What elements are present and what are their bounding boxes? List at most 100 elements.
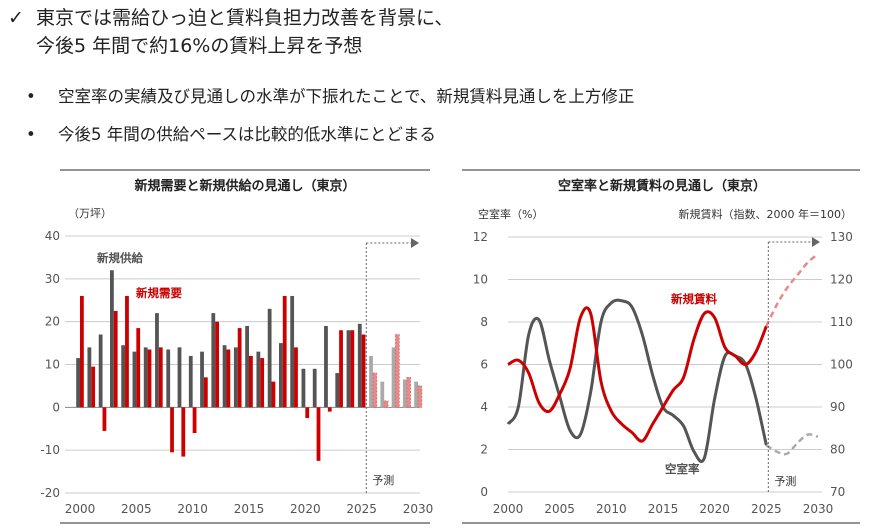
demand-bar bbox=[260, 358, 265, 408]
demand-bar bbox=[91, 366, 96, 408]
bullet-item: • 今後5 年間の供給ペースは比較的低水準にとどまる bbox=[26, 121, 436, 145]
demand-bar bbox=[170, 407, 174, 453]
y-left-tick-label: 6 bbox=[480, 358, 488, 372]
y-tick-label: -20 bbox=[40, 486, 60, 500]
x-tick-label: 2010 bbox=[596, 502, 627, 516]
x-tick-label: 2010 bbox=[177, 502, 208, 516]
x-tick-label: 2030 bbox=[803, 502, 834, 516]
demand-bar bbox=[113, 310, 118, 408]
demand-bar bbox=[249, 355, 253, 408]
y-right-tick-label: 100 bbox=[830, 358, 853, 372]
supply-bar bbox=[346, 330, 351, 408]
y-tick-label: -10 bbox=[40, 443, 60, 457]
supply-bar bbox=[402, 379, 407, 408]
bullet-dot-icon: • bbox=[26, 87, 36, 106]
y-left-tick-label: 2 bbox=[480, 443, 488, 457]
supply-bar bbox=[290, 295, 295, 408]
y-right-tick-label: 120 bbox=[830, 273, 853, 287]
demand-bar bbox=[372, 372, 378, 408]
supply-bar bbox=[312, 368, 317, 408]
supply-bar bbox=[335, 373, 340, 408]
demand-bar bbox=[417, 385, 423, 408]
x-tick-label: 2000 bbox=[493, 502, 524, 516]
forecast-label: 予測 bbox=[372, 473, 394, 487]
supply-bar bbox=[132, 351, 137, 408]
chart-title: 新規需要と新規供給の見通し（東京） bbox=[134, 178, 355, 194]
y-axis-label: （万坪） bbox=[68, 207, 112, 220]
supply-bar bbox=[267, 308, 272, 408]
demand-bar bbox=[395, 334, 400, 408]
y-right-tick-label: 130 bbox=[830, 230, 853, 244]
y-tick-label: 40 bbox=[45, 229, 60, 243]
y-tick-label: 10 bbox=[45, 358, 60, 372]
supply-bar bbox=[143, 347, 148, 408]
x-tick-label: 2025 bbox=[751, 502, 782, 516]
demand-bar bbox=[350, 330, 355, 408]
supply-bar bbox=[324, 325, 328, 408]
y-right-tick-label: 110 bbox=[830, 315, 853, 329]
rent-index-line bbox=[507, 306, 768, 443]
headline: ✓ 東京では需給ひっ迫と賃料負担力改善を背景に、 今後5 年間で約16%の賃料上昇… bbox=[8, 4, 453, 60]
y-right-tick-label: 70 bbox=[830, 485, 845, 499]
y-left-axis-label: 空室率（%） bbox=[478, 207, 543, 221]
y-left-tick-label: 0 bbox=[480, 485, 488, 499]
supply-annotation: 新規供給 bbox=[97, 251, 143, 265]
x-tick-label: 2020 bbox=[290, 502, 321, 516]
y-right-axis-label: 新規賃料（指数、2000 年＝100） bbox=[679, 207, 853, 221]
supply-bar bbox=[380, 381, 385, 408]
x-tick-label: 2015 bbox=[648, 502, 679, 516]
demand-bar bbox=[316, 407, 321, 461]
demand-bar bbox=[282, 295, 287, 408]
bullet-text: 空室率の実績及び見通しの水準が下振れたことで、新規賃料見通しを上方修正 bbox=[58, 87, 635, 106]
x-tick-label: 2020 bbox=[699, 502, 730, 516]
demand-bar bbox=[203, 377, 208, 408]
demand-bar bbox=[158, 347, 163, 408]
demand-bar bbox=[327, 407, 332, 412]
supply-bar bbox=[233, 347, 238, 408]
rent-index-forecast-line bbox=[765, 253, 819, 327]
supply-bar bbox=[279, 343, 283, 408]
x-tick-label: 2030 bbox=[403, 502, 434, 516]
demand-bar bbox=[192, 407, 197, 434]
demand-bar bbox=[226, 349, 231, 408]
supply-bar bbox=[177, 347, 182, 408]
forecast-arrow-head bbox=[812, 237, 820, 247]
supply-bar bbox=[414, 381, 418, 408]
demand-bar bbox=[215, 321, 219, 408]
y-right-tick-label: 90 bbox=[830, 400, 845, 414]
supply-bar bbox=[110, 270, 114, 408]
vacancy-rate-line bbox=[506, 298, 768, 463]
supply-bar bbox=[222, 345, 227, 408]
forecast-label: 予測 bbox=[774, 474, 796, 488]
demand-bar bbox=[383, 400, 389, 408]
demand-bar bbox=[339, 330, 343, 408]
demand-bar bbox=[181, 407, 186, 457]
y-left-tick-label: 12 bbox=[473, 230, 488, 244]
y-tick-label: 20 bbox=[45, 315, 60, 329]
demand-bar bbox=[406, 376, 411, 408]
supply-bar bbox=[391, 347, 396, 408]
forecast-arrow-head bbox=[411, 238, 419, 248]
supply-bar bbox=[369, 355, 373, 408]
vacancy-annotation: 空室率 bbox=[665, 462, 700, 476]
demand-bar bbox=[136, 328, 141, 408]
y-left-tick-label: 8 bbox=[480, 315, 488, 329]
x-tick-label: 2000 bbox=[65, 502, 96, 516]
headline-line-1: 東京では需給ひっ迫と賃料負担力改善を背景に、 bbox=[36, 7, 454, 29]
supply-bar bbox=[200, 351, 204, 408]
supply-bar bbox=[121, 345, 126, 408]
bullet-item: • 空室率の実績及び見通しの水準が下振れたことで、新規賃料見通しを上方修正 bbox=[26, 83, 634, 107]
supply-bar bbox=[87, 347, 92, 408]
y-left-tick-label: 10 bbox=[473, 273, 488, 287]
check-icon: ✓ bbox=[8, 7, 24, 29]
y-left-tick-label: 4 bbox=[480, 400, 488, 414]
supply-bar bbox=[155, 313, 159, 408]
demand-bar bbox=[271, 381, 276, 408]
bullet-text: 今後5 年間の供給ペースは比較的低水準にとどまる bbox=[58, 125, 436, 144]
x-tick-label: 2025 bbox=[346, 502, 377, 516]
demand-bar bbox=[80, 295, 84, 408]
demand-bar bbox=[125, 295, 129, 408]
demand-bar bbox=[102, 407, 107, 431]
demand-bar bbox=[305, 407, 310, 419]
supply-bar bbox=[256, 351, 261, 408]
